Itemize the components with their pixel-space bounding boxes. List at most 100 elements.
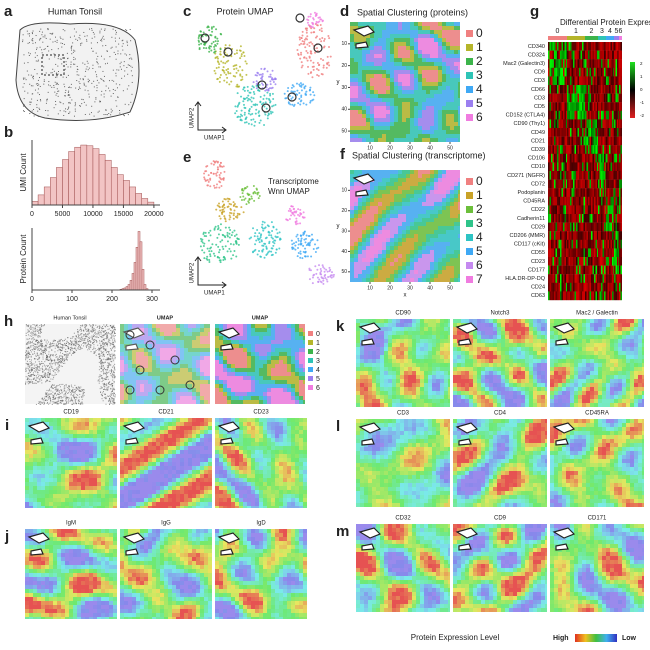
heatmap-cell — [607, 214, 610, 223]
umap-point — [232, 214, 235, 217]
map-cell — [362, 106, 366, 110]
heatmap-cell — [573, 222, 575, 232]
heatmap-cell — [570, 239, 572, 249]
speckle — [68, 106, 70, 108]
panel-title: Human Tonsil — [48, 6, 102, 16]
heatmap-cell — [586, 248, 589, 258]
umap-point — [267, 98, 270, 101]
heatmap-cell — [557, 42, 559, 51]
heatmap-cell — [591, 188, 593, 197]
umap-point — [300, 53, 303, 56]
map-cell — [410, 70, 414, 74]
umap-point — [252, 227, 255, 230]
speckle — [78, 86, 80, 88]
map-cell — [362, 134, 366, 138]
map-cell — [458, 214, 460, 218]
histogram-bar — [137, 231, 141, 291]
heatmap-cell — [580, 102, 583, 111]
heatmap-cell — [564, 119, 567, 129]
map-cell — [418, 242, 422, 246]
map-cell — [434, 242, 438, 246]
heatmap-cell — [568, 42, 571, 51]
heatmap-cell — [580, 222, 583, 232]
map-cell — [374, 274, 378, 278]
map-cell — [458, 26, 460, 30]
umap-point — [309, 101, 312, 104]
map-cell — [350, 222, 354, 226]
umap-point — [274, 83, 277, 86]
heatmap-cell — [604, 76, 606, 86]
speckle — [67, 91, 69, 93]
heatmap-cell — [561, 179, 564, 189]
map-cell — [406, 274, 410, 278]
heatmap-cell — [604, 265, 606, 275]
map-cell — [430, 218, 434, 222]
heatmap-cell — [552, 93, 555, 103]
map-cell — [382, 206, 386, 210]
map-cell — [414, 58, 418, 62]
map-cell — [358, 90, 362, 94]
speckle — [70, 87, 72, 89]
heatmap-cell — [610, 102, 613, 111]
heatmap-cell — [564, 110, 567, 120]
umap-point — [289, 103, 292, 106]
map-cell — [438, 250, 442, 254]
heatmap-cell — [583, 153, 585, 163]
heatmap-cell — [571, 248, 574, 258]
speckle — [87, 62, 89, 64]
heatmap-cell — [594, 59, 596, 68]
speckle — [32, 30, 34, 32]
map-cell — [382, 70, 386, 74]
map-cell — [438, 22, 442, 26]
heatmap-cell — [617, 153, 619, 163]
map-cell — [442, 250, 446, 254]
histogram-bar — [98, 154, 106, 206]
heatmap-cell — [564, 67, 567, 77]
speckle — [22, 39, 24, 41]
map-cell — [350, 34, 354, 38]
umap-point — [323, 45, 326, 48]
speckle — [100, 38, 102, 40]
heatmap-cell — [573, 59, 575, 68]
map-cell — [374, 58, 378, 62]
map-cell — [398, 262, 402, 266]
heatmap-cell — [610, 119, 613, 129]
map-cell — [386, 62, 390, 66]
heatmap-cell — [591, 110, 593, 120]
heatmap-cell — [552, 136, 555, 146]
speckle — [67, 94, 69, 96]
umap-point — [317, 246, 320, 249]
umap-point — [218, 173, 221, 176]
x-tick-label: 20 — [387, 145, 393, 151]
umap-point — [319, 24, 322, 27]
umap-point — [209, 247, 212, 250]
speckle — [54, 40, 56, 42]
heatmap-cell — [554, 274, 556, 283]
heatmap-cell — [589, 196, 592, 206]
heatmap-cell — [591, 50, 593, 60]
speckle — [72, 42, 74, 44]
cluster-marker — [200, 33, 210, 43]
speckle — [111, 36, 113, 38]
map-cell — [358, 226, 362, 230]
map-cell — [438, 38, 442, 42]
x-tick-label: 30 — [407, 145, 413, 151]
umap-point — [300, 37, 303, 40]
umap-point — [252, 103, 255, 106]
heatmap-cell — [560, 59, 562, 68]
map-cell — [386, 126, 390, 130]
umap-point — [252, 81, 255, 84]
heatmap-cell — [582, 265, 584, 275]
map-cell — [402, 210, 406, 214]
heatmap-cell — [615, 248, 618, 258]
map-cell — [454, 102, 458, 106]
map-cell — [426, 234, 430, 238]
speckle — [84, 326, 86, 328]
umap-point — [290, 90, 293, 93]
heatmap-cell — [570, 265, 572, 275]
heatmap-cell — [555, 93, 558, 103]
map-cell — [358, 186, 362, 190]
speckle — [105, 109, 107, 111]
umap-point — [234, 105, 237, 108]
heatmap-cell — [607, 145, 610, 154]
